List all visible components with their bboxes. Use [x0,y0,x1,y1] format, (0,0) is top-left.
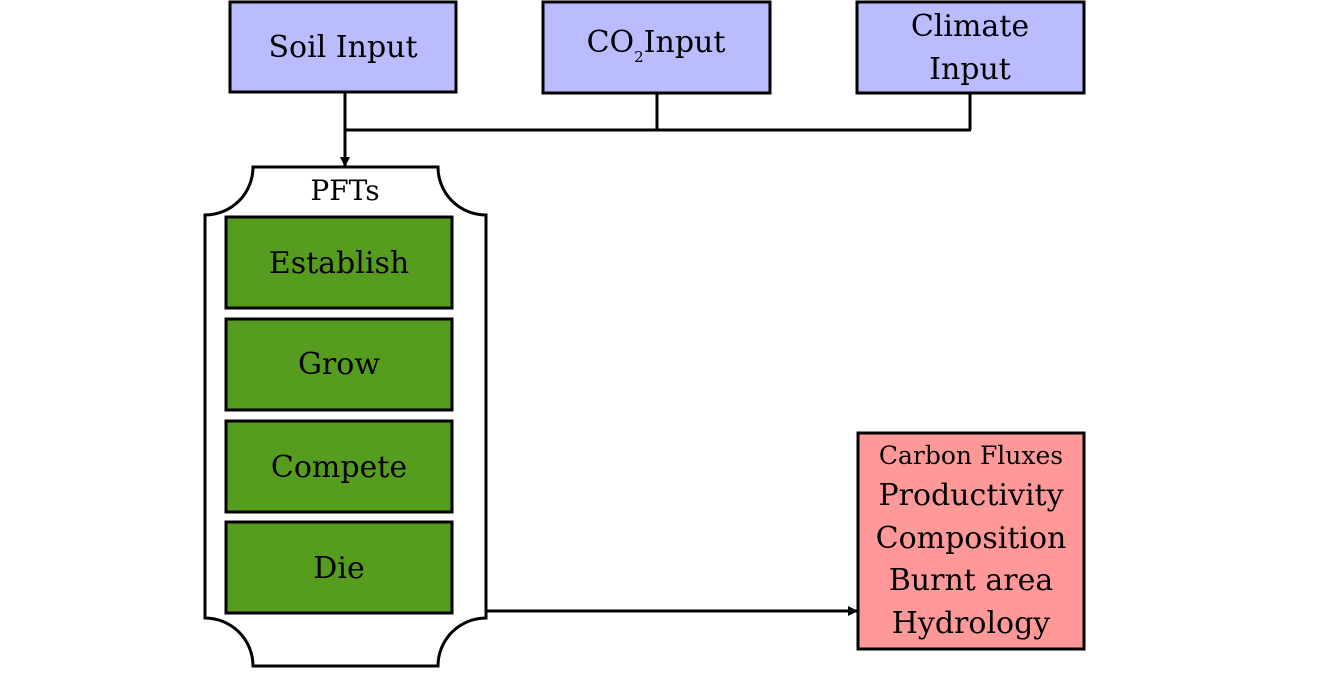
pft-step-box [224,419,454,514]
climate-input-node: Climate Input [855,0,1086,95]
soil-input-label: Soil Input [268,30,417,65]
co2-input-box [541,0,772,95]
output-item-composition: Composition [876,521,1067,556]
pft-step-die: Die [224,520,454,615]
soil-input-box [228,0,458,94]
pfts-title: PFTs [310,174,379,207]
outputs-node: Carbon Fluxes Productivity Composition B… [856,431,1086,651]
pft-step-compete: Compete [224,419,454,514]
outputs-box [856,431,1086,651]
pft-step-box [224,520,454,615]
pft-step-label: Compete [271,450,407,485]
pft-steps: Establish Grow Compete Die [224,215,454,615]
co2-subscript: 2 [634,48,644,66]
pft-step-label: Grow [298,347,380,382]
co2-symbol: CO [587,25,635,60]
co2-input-word: Input [644,25,726,60]
soil-input-node: Soil Input [228,0,458,94]
co2-input-node: CO2Input [541,0,772,95]
climate-input-label-line1: Climate [911,9,1029,44]
pft-step-establish: Establish [224,215,454,310]
pft-step-label: Die [313,551,364,586]
pft-step-label: Establish [269,246,409,281]
output-item-burnt-area: Burnt area [889,563,1054,598]
pft-step-box [224,215,454,310]
co2-input-label: CO2Input [587,25,726,66]
pft-step-box [224,317,454,412]
outputs-header: Carbon Fluxes [879,441,1063,470]
pft-step-grow: Grow [224,317,454,412]
climate-input-label-line2: Input [929,52,1011,87]
output-item-productivity: Productivity [878,478,1063,513]
output-item-hydrology: Hydrology [892,606,1051,641]
input-connectors [340,92,972,167]
